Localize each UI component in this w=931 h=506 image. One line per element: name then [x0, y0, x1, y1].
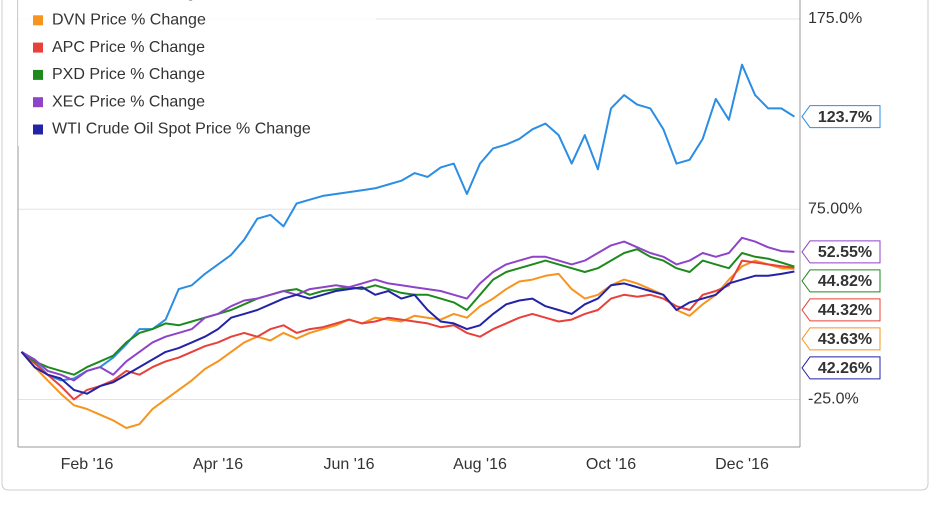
- legend-label: CLR Price % Change: [52, 0, 204, 1]
- end-label-text: 43.63%: [818, 331, 872, 348]
- end-label: 44.32%: [801, 298, 881, 322]
- y-tick-label: 175.0%: [808, 10, 862, 27]
- y-tick-label: 75.00%: [808, 200, 862, 217]
- end-label-box: [801, 240, 881, 264]
- x-tick-label: Aug '16: [453, 456, 507, 473]
- legend-swatch: [33, 15, 43, 26]
- series-line: [20, 259, 795, 401]
- legend-label: DVN Price % Change: [52, 12, 206, 29]
- legend-label: APC Price % Change: [52, 39, 205, 56]
- end-label-text: 44.32%: [818, 302, 872, 319]
- series-line: [20, 248, 795, 376]
- end-label-box: [801, 269, 881, 293]
- end-label: 123.7%: [801, 105, 881, 129]
- legend-label: XEC Price % Change: [52, 93, 205, 110]
- plot: [20, 63, 795, 429]
- legend-label: WTI Crude Oil Spot Price % Change: [52, 121, 311, 138]
- end-label-box: [801, 105, 881, 129]
- legend-swatch: [33, 42, 43, 53]
- x-tick-label: Jun '16: [323, 456, 374, 473]
- y-tick-label: -25.0%: [808, 391, 859, 408]
- end-label-text: 52.55%: [818, 244, 872, 261]
- end-label-box: [801, 356, 881, 380]
- x-tick-label: Feb '16: [61, 456, 114, 473]
- end-label-box: [801, 327, 881, 351]
- end-label-text: 42.26%: [818, 360, 872, 377]
- end-label: 52.55%: [801, 240, 881, 264]
- end-label-text: 44.82%: [818, 273, 872, 290]
- legend: CLR Price % Change DVN Price % Change APC …: [33, 0, 311, 138]
- end-label: 44.82%: [801, 269, 881, 293]
- x-tick-label: Oct '16: [586, 456, 636, 473]
- legend-swatch: [33, 69, 43, 80]
- end-labels: 123.7% 52.55% 44.82% 44.32% 43.63% 42.26%: [801, 105, 881, 380]
- series-line: [20, 270, 795, 395]
- legend-label: PXD Price % Change: [52, 66, 205, 83]
- legend-swatch: [33, 124, 43, 135]
- legend-swatch: [33, 97, 43, 108]
- legend-box: [18, 0, 376, 146]
- x-tick-label: Dec '16: [715, 456, 769, 473]
- end-label-box: [801, 298, 881, 322]
- end-label: 43.63%: [801, 327, 881, 351]
- end-label: 42.26%: [801, 356, 881, 380]
- series-line: [20, 236, 795, 382]
- x-tick-label: Apr '16: [193, 456, 243, 473]
- end-label-text: 123.7%: [818, 109, 872, 126]
